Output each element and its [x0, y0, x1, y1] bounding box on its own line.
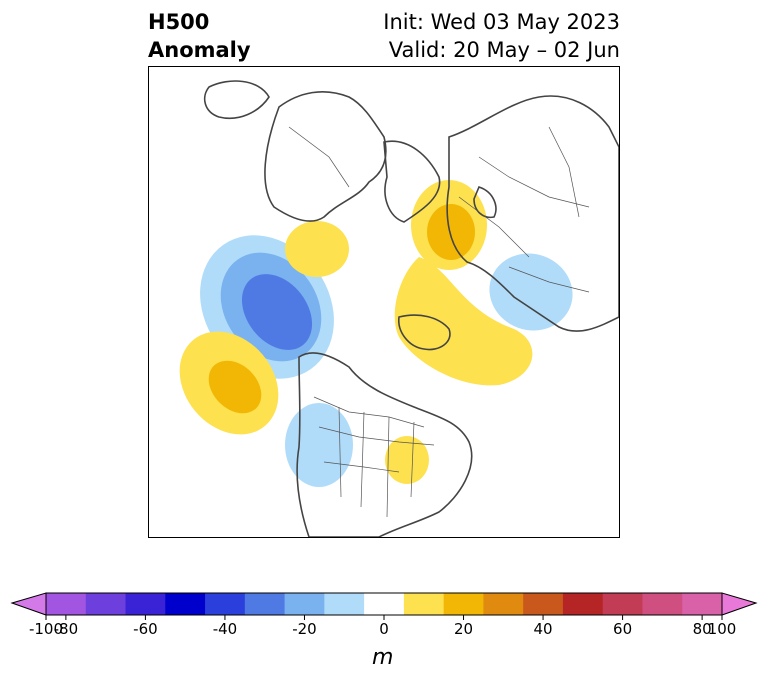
map-subtitle: Init: Wed 03 May 2023 Valid: 20 May – 02…	[383, 8, 620, 64]
colorbar-segment	[642, 593, 683, 615]
colorbar-segment	[85, 593, 127, 615]
colorbar-tick-label: 100	[707, 620, 737, 638]
colorbar-segment	[403, 593, 445, 615]
anomaly-eastern-us-positive	[385, 436, 429, 484]
colorbar-tick-label: 20	[453, 620, 474, 638]
anomaly-western-us-negative	[285, 403, 353, 487]
colorbar-segment	[244, 593, 286, 615]
anomaly-north-positive	[285, 221, 349, 277]
anomaly-siberia-negative	[489, 253, 573, 331]
colorbar-segment	[324, 593, 365, 615]
map-canvas	[179, 80, 619, 537]
colorbar-ticks	[45, 615, 723, 620]
title-line-2: Anomaly	[148, 38, 251, 62]
colorbar-segment	[125, 593, 166, 615]
anomaly-north-atlantic-positive	[394, 257, 533, 386]
colorbar-min-extend	[10, 592, 47, 616]
colorbar-tick-label: 60	[613, 620, 633, 638]
colorbar-tick-label: 40	[533, 620, 553, 638]
colorbar-segment	[364, 593, 405, 615]
borders	[288, 126, 590, 518]
title-line-1: H500	[148, 10, 210, 34]
colorbar	[10, 592, 758, 620]
colorbar-tick-label: -20	[292, 620, 317, 638]
colorbar-unit: m	[372, 645, 394, 670]
map-title: H500 Anomaly	[148, 8, 251, 64]
colorbar-segment	[46, 593, 87, 615]
init-date: Init: Wed 03 May 2023	[383, 10, 620, 34]
valid-range: Valid: 20 May – 02 Jun	[388, 38, 620, 62]
colorbar-segment	[205, 593, 246, 615]
colorbar-segment	[284, 593, 325, 615]
colorbar-segment	[165, 593, 206, 615]
anomaly-central-pacific-positive	[179, 331, 279, 435]
colorbar-segment	[682, 593, 723, 615]
colorbar-tick-label: -100	[28, 620, 64, 638]
colorbar-tick-label: -60	[133, 620, 158, 638]
colorbar-tick-label: 0	[379, 620, 389, 638]
colorbar-segment	[562, 593, 604, 615]
colorbar-segment	[443, 593, 485, 615]
map-panel	[148, 66, 620, 538]
anomaly-fills	[179, 180, 573, 487]
colorbar-segment	[602, 593, 644, 615]
colorbar-tick-label: -80	[53, 620, 79, 638]
colorbar-segments	[46, 593, 723, 615]
colorbar-tick-labels: -100 -80 -60 -40 -20 0 20 40 60 80 100	[0, 620, 768, 642]
coastlines	[203, 80, 619, 537]
colorbar-max-extend	[721, 592, 758, 616]
colorbar-segment	[523, 593, 564, 615]
colorbar-tick-label: 80	[692, 620, 712, 638]
colorbar-tick-label: -40	[212, 620, 238, 638]
colorbar-segment	[483, 593, 524, 615]
